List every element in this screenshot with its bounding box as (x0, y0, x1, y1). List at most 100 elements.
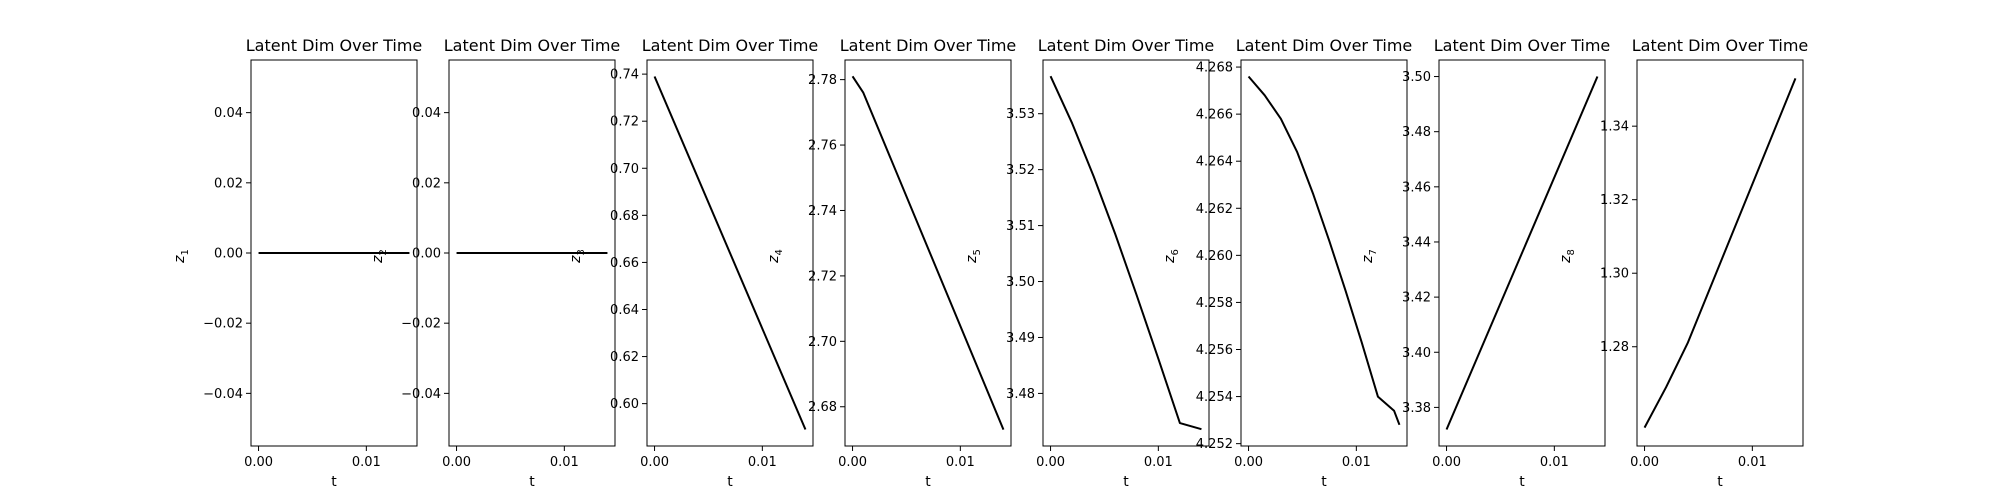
y-tick-label: 0.64 (610, 303, 639, 318)
y-axis-label: z8 (1558, 249, 1577, 264)
y-axis-label-subscript: 4 (774, 249, 785, 255)
series-line (1049, 75, 1202, 431)
y-axis-label: z1 (172, 249, 191, 264)
y-tick-label: 4.260 (1196, 249, 1233, 264)
y-tick-label: 1.32 (1600, 193, 1629, 208)
x-axis-label: t (529, 474, 535, 490)
x-tick-label: 0.01 (1738, 455, 1767, 470)
y-axis-label-subscript: 6 (1170, 249, 1181, 255)
series-line (1643, 78, 1797, 429)
y-tick-label: 0.68 (610, 209, 639, 224)
y-tick-label: 4.268 (1196, 61, 1233, 76)
y-tick-label: 2.74 (808, 204, 837, 219)
axes-frame (1438, 59, 1606, 447)
y-axis-label-main: z (1558, 255, 1574, 264)
y-tick-label: 3.53 (1006, 107, 1035, 122)
y-axis-label-main: z (964, 255, 980, 264)
y-tick-label: 3.50 (1006, 275, 1035, 290)
y-tick-label: 3.46 (1402, 180, 1431, 195)
y-axis-label-main: z (1360, 255, 1376, 264)
y-tick-label: 3.40 (1402, 346, 1431, 361)
subplot-5: Latent Dim Over Time 0.00 0.01 3.48 3.49 3.50… (964, 36, 1214, 490)
y-axis-label: z6 (1162, 249, 1181, 264)
x-tick-label: 0.01 (1540, 455, 1569, 470)
x-axis-label: t (727, 474, 733, 490)
y-tick-label: 1.30 (1600, 267, 1629, 282)
y-tick-label: 4.264 (1196, 155, 1233, 170)
y-tick-label: −0.02 (203, 317, 243, 332)
y-axis-label-main: z (766, 255, 782, 264)
subplot-title: Latent Dim Over Time (1632, 36, 1809, 55)
y-tick-label: 3.49 (1006, 331, 1035, 346)
axes-frame (1042, 59, 1210, 447)
y-tick-label: 4.252 (1196, 437, 1233, 452)
y-tick-label: 2.76 (808, 139, 837, 154)
y-tick-label: 0.62 (610, 350, 639, 365)
y-axis-label-subscript: 8 (1566, 249, 1577, 255)
x-tick-label: 0.01 (1342, 455, 1371, 470)
y-tick-label: 3.50 (1402, 70, 1431, 85)
y-tick-label: 0.74 (610, 68, 639, 83)
y-tick-label: 2.72 (808, 269, 837, 284)
x-tick-label: 0.00 (1432, 455, 1461, 470)
y-tick-label: 3.42 (1402, 291, 1431, 306)
y-axis-label-subscript: 1 (180, 249, 191, 255)
axes-frame (1636, 59, 1804, 447)
x-axis-label: t (1519, 474, 1525, 490)
x-tick-label: 0.01 (550, 455, 579, 470)
x-axis-label: t (1123, 474, 1129, 490)
y-tick-label: 0.72 (610, 115, 639, 130)
subplot-title: Latent Dim Over Time (246, 36, 423, 55)
subplot-7: Latent Dim Over Time 0.00 0.01 3.38 3.40 3.42… (1360, 36, 1610, 490)
x-tick-label: 0.00 (1630, 455, 1659, 470)
x-axis-label: t (1717, 474, 1723, 490)
subplot-title: Latent Dim Over Time (642, 36, 819, 55)
series-line (653, 76, 807, 430)
subplot-title: Latent Dim Over Time (444, 36, 621, 55)
subplot-2: Latent Dim Over Time 0.00 0.01 −0.04 −0.02 0.… (370, 36, 620, 490)
y-axis-label: z5 (964, 249, 983, 264)
subplot-3: Latent Dim Over Time 0.00 0.01 0.60 0.62 0.64… (568, 36, 818, 490)
y-axis-label-main: z (172, 255, 188, 264)
y-tick-label: 2.78 (808, 73, 837, 88)
y-tick-label: 3.38 (1402, 401, 1431, 416)
subplot-title: Latent Dim Over Time (1434, 36, 1611, 55)
y-tick-label: 3.52 (1006, 163, 1035, 178)
y-tick-label: −0.04 (401, 387, 441, 402)
x-tick-label: 0.00 (1036, 455, 1065, 470)
x-tick-label: 0.01 (946, 455, 975, 470)
x-axis-label: t (331, 474, 337, 490)
x-tick-label: 0.00 (442, 455, 471, 470)
x-tick-label: 0.00 (1234, 455, 1263, 470)
y-tick-label: 1.34 (1600, 120, 1629, 135)
subplot-8: Latent Dim Over Time 0.00 0.01 1.28 1.30 1.32… (1558, 36, 1808, 490)
x-axis-label: t (925, 474, 931, 490)
y-axis-label-subscript: 3 (576, 249, 587, 255)
axes-frame (1240, 59, 1408, 447)
series-line (851, 75, 1005, 431)
y-tick-label: 0.66 (610, 256, 639, 271)
axes-frame (844, 59, 1012, 447)
y-tick-label: 0.60 (610, 397, 639, 412)
x-tick-label: 0.01 (352, 455, 381, 470)
y-axis-label-subscript: 2 (378, 249, 389, 255)
y-tick-label: 4.254 (1196, 390, 1233, 405)
x-tick-label: 0.00 (838, 455, 867, 470)
y-tick-label: 4.256 (1196, 343, 1233, 358)
subplot-title: Latent Dim Over Time (1236, 36, 1413, 55)
axes-frame (646, 59, 814, 447)
y-tick-label: 3.51 (1006, 219, 1035, 234)
y-axis-label-subscript: 7 (1368, 249, 1379, 255)
series-line (1445, 76, 1599, 430)
x-axis-label: t (1321, 474, 1327, 490)
y-tick-label: 0.04 (412, 106, 441, 121)
y-axis-label-subscript: 5 (972, 249, 983, 255)
subplot-6: Latent Dim Over Time 0.00 0.01 4.252 4.254 4.… (1162, 36, 1412, 490)
y-tick-label: −0.04 (203, 387, 243, 402)
y-tick-label: 4.258 (1196, 296, 1233, 311)
y-tick-label: 0.70 (610, 162, 639, 177)
y-axis-label: z2 (370, 249, 389, 264)
y-tick-label: 0.04 (214, 106, 243, 121)
y-tick-label: 3.48 (1006, 387, 1035, 402)
